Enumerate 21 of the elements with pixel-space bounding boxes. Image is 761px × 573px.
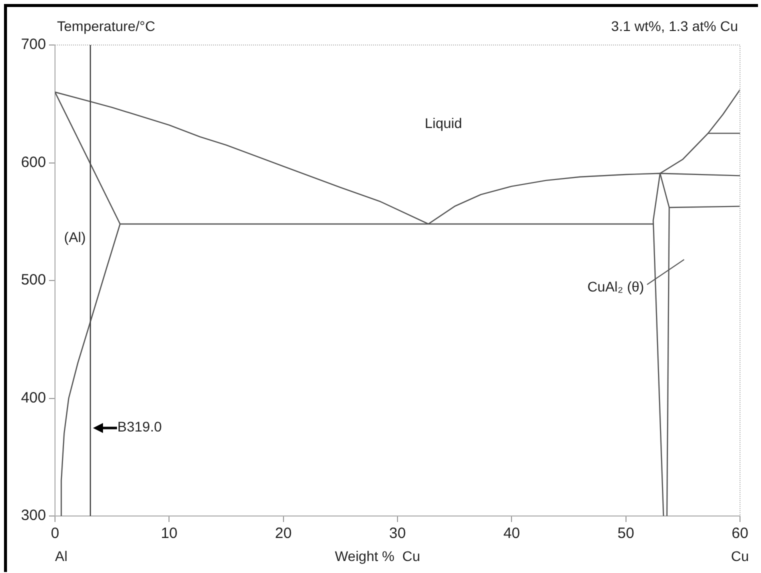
x-axis-title: Weight % Cu bbox=[334, 548, 420, 564]
y-tick-label: 400 bbox=[20, 389, 46, 406]
y-tick-label: 300 bbox=[20, 507, 46, 524]
annotation: B319.0 bbox=[117, 418, 162, 435]
x-tick-label: 40 bbox=[503, 525, 520, 542]
x-tick-label: 10 bbox=[160, 525, 178, 542]
annotation: Liquid bbox=[424, 114, 462, 131]
x-tick-label: 60 bbox=[732, 525, 748, 542]
x-tick-label: 20 bbox=[274, 525, 292, 542]
text: Cu bbox=[731, 548, 749, 564]
x-tick-label: 0 bbox=[50, 525, 60, 542]
text: Al bbox=[55, 548, 68, 564]
x-tick-label: 50 bbox=[617, 525, 634, 542]
y-tick-label: 700 bbox=[20, 36, 46, 54]
y-tick-label: 600 bbox=[20, 154, 46, 171]
annotation: CuAl₂ (θ) bbox=[587, 278, 644, 294]
text: 3.1 wt%, 1.3 at% Cu bbox=[611, 18, 738, 34]
y-axis-title: Temperature/°C bbox=[57, 18, 156, 34]
y-tick-label: 500 bbox=[20, 272, 46, 289]
annotation: (Al) bbox=[64, 228, 86, 245]
x-tick-label: 30 bbox=[389, 525, 406, 542]
